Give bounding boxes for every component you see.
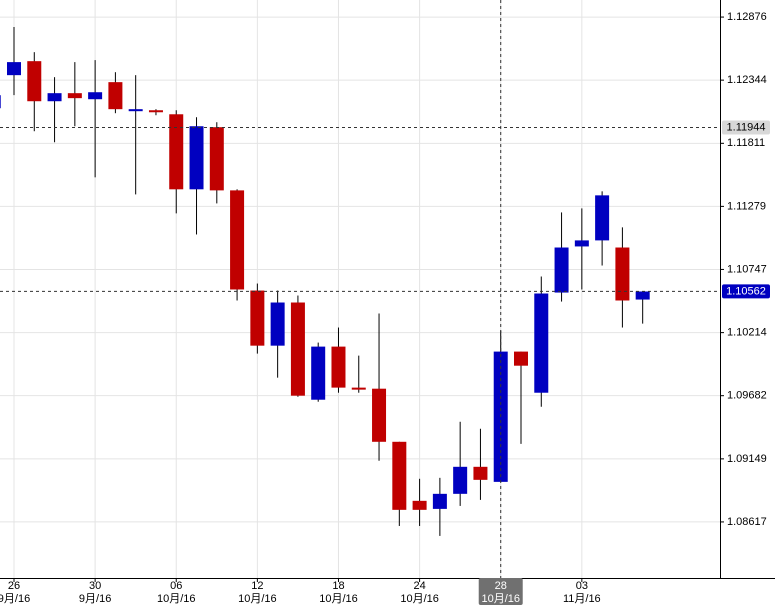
candle-body: [209, 127, 224, 191]
x-tick-label: 18: [332, 580, 344, 592]
price-badge: [722, 284, 770, 299]
candle-body: [311, 346, 326, 400]
candle-body: [67, 93, 82, 99]
y-tick-label: 1.11811: [727, 137, 765, 149]
x-tick-label: 06: [170, 580, 182, 592]
crosshair-badge: [478, 578, 523, 605]
x-tick-sublabel: 10月/16: [238, 593, 277, 605]
x-tick-sublabel: 9月/16: [79, 593, 111, 605]
y-tick-label: 1.09682: [727, 390, 767, 402]
candle-body: [615, 247, 630, 301]
candle-body: [574, 240, 589, 247]
x-tick-label: 30: [89, 580, 101, 592]
price-label: 1.11944: [727, 121, 766, 133]
candle-body: [189, 126, 204, 190]
candle-body: [250, 290, 265, 346]
candle-body: [27, 61, 42, 102]
y-tick-label: 1.12344: [727, 74, 767, 86]
x-tick-label: 03: [576, 580, 588, 592]
candle-body: [270, 302, 285, 346]
candle-body: [554, 247, 569, 293]
candle-body: [534, 293, 549, 393]
candle-body: [169, 114, 184, 190]
y-tick-label: 1.12876: [727, 11, 767, 23]
candle-body: [372, 388, 387, 442]
candle-body: [0, 95, 1, 109]
x-tick-sublabel: 10月/16: [400, 593, 439, 605]
candle-body: [412, 500, 427, 510]
candle-body: [290, 302, 305, 396]
price-badge: [722, 120, 770, 135]
y-tick-label: 1.10747: [727, 263, 767, 275]
candle-body: [635, 291, 650, 300]
candle-body: [331, 346, 346, 388]
x-tick-label: 28: [495, 580, 507, 592]
x-tick-sublabel: 10月/16: [157, 593, 196, 605]
candle-body: [453, 466, 468, 494]
x-tick-sublabel: 10月/16: [319, 593, 358, 605]
candle-body: [351, 387, 366, 390]
candle-body: [7, 62, 21, 76]
y-tick-label: 1.11279: [727, 200, 766, 212]
candle-body: [432, 493, 447, 509]
y-tick-label: 1.08617: [727, 516, 767, 528]
candle-body: [148, 110, 163, 113]
candle-body: [514, 351, 528, 366]
x-tick-label: 12: [251, 580, 263, 592]
y-tick-label: 1.10214: [727, 327, 767, 339]
candle-body: [128, 109, 143, 112]
price-label: 1.10562: [726, 285, 766, 297]
candle-body: [88, 92, 103, 100]
plot: [0, 0, 720, 578]
x-tick-sublabel: 10月/16: [481, 593, 520, 605]
x-tick-label: 24: [413, 580, 425, 592]
x-tick-sublabel: 11月/16: [563, 593, 601, 605]
candle-body: [392, 441, 407, 510]
candle-body: [108, 82, 123, 110]
candle-body: [595, 195, 610, 241]
candle-body: [473, 466, 488, 480]
x-tick-sublabel: 9月/16: [0, 593, 30, 605]
y-tick-label: 1.09149: [727, 453, 767, 465]
candle-body: [47, 93, 62, 102]
x-tick-label: 26: [8, 580, 20, 592]
candle-body: [230, 190, 245, 290]
